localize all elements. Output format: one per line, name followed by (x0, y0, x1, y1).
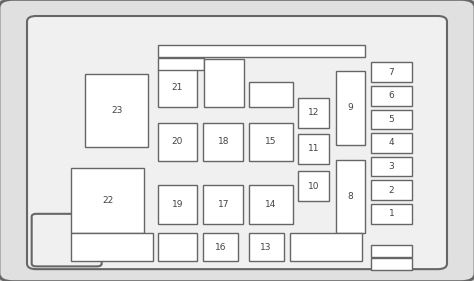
Bar (336, 71, 365, 145)
Text: 22: 22 (102, 196, 113, 205)
Bar (158, 233, 197, 261)
Bar (290, 233, 362, 261)
Bar (371, 110, 412, 130)
Text: 18: 18 (218, 137, 229, 146)
Text: 13: 13 (260, 243, 272, 251)
Bar (204, 59, 244, 107)
Bar (249, 82, 293, 107)
Bar (298, 98, 329, 128)
Bar (158, 45, 365, 58)
Text: 11: 11 (308, 144, 319, 153)
Text: 23: 23 (111, 106, 122, 115)
Text: 6: 6 (389, 91, 394, 100)
Bar (371, 62, 412, 82)
Bar (298, 171, 329, 201)
Bar (203, 233, 238, 261)
Text: 14: 14 (265, 200, 276, 209)
Bar (85, 74, 148, 148)
Text: 5: 5 (389, 115, 394, 124)
Text: 2: 2 (389, 185, 394, 194)
Bar (371, 133, 412, 153)
Bar (336, 160, 365, 233)
Text: 12: 12 (308, 108, 319, 117)
Text: 20: 20 (172, 137, 183, 146)
Bar (371, 245, 412, 257)
Bar (298, 133, 329, 164)
Text: 1: 1 (389, 209, 394, 218)
Text: 4: 4 (389, 139, 394, 148)
Text: 16: 16 (215, 243, 227, 251)
Text: 15: 15 (265, 137, 277, 146)
Bar (249, 123, 293, 161)
FancyBboxPatch shape (27, 16, 447, 269)
Text: 17: 17 (218, 200, 229, 209)
Text: 8: 8 (347, 192, 353, 201)
FancyBboxPatch shape (32, 214, 101, 266)
Bar (371, 180, 412, 200)
Bar (72, 233, 153, 261)
Bar (371, 203, 412, 223)
Text: 9: 9 (347, 103, 353, 112)
Bar (158, 69, 197, 107)
Bar (203, 185, 243, 223)
Bar (158, 123, 197, 161)
Bar (371, 86, 412, 106)
Bar (249, 233, 283, 261)
Text: 19: 19 (172, 200, 183, 209)
Text: 21: 21 (172, 83, 183, 92)
Text: 10: 10 (308, 182, 319, 191)
Bar (203, 123, 243, 161)
Bar (371, 157, 412, 176)
Bar (72, 168, 144, 233)
Bar (371, 258, 412, 270)
Text: 3: 3 (389, 162, 394, 171)
Bar (158, 185, 197, 223)
Text: 7: 7 (389, 68, 394, 77)
Bar (249, 185, 293, 223)
Bar (158, 58, 204, 70)
